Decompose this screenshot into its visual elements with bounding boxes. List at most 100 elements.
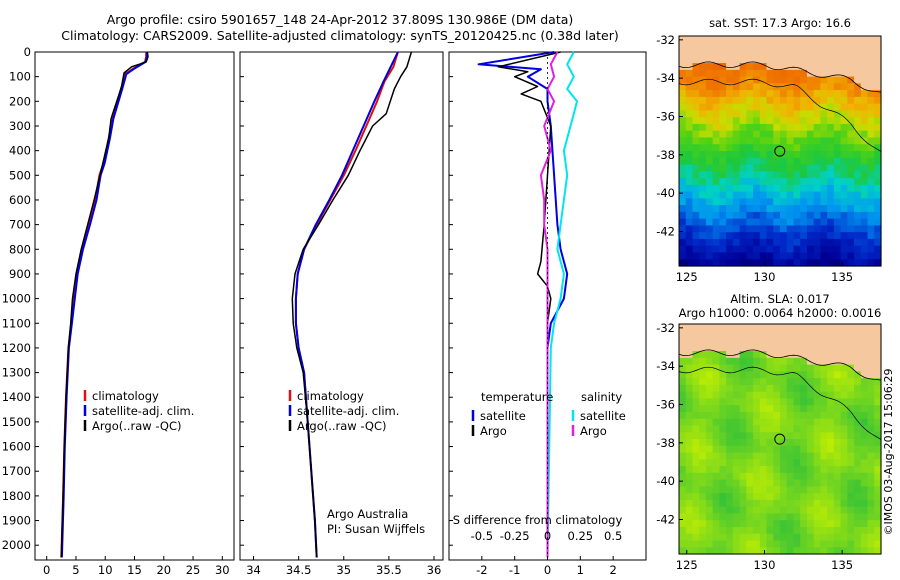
difference-legend-label-3: Argo <box>580 424 607 438</box>
temperature-ytick-label-3: 300 <box>9 119 31 133</box>
temperature-plot-frame <box>34 51 235 561</box>
temperature-ytick-label-7: 700 <box>9 218 31 232</box>
salinity-xtick-label-4: 36 <box>427 563 442 577</box>
temperature-ytick-label-17: 1700 <box>2 464 31 478</box>
salinity-series-2 <box>291 51 413 558</box>
salinity-legend-label-2: Argo(..raw -QC) <box>297 419 387 433</box>
temperature-legend-label-1: satellite-adj. clim. <box>92 404 194 418</box>
difference-legend-header-temperature: temperature <box>481 390 553 404</box>
salinity-legend-label-1: satellite-adj. clim. <box>297 404 399 418</box>
difference-s-tick-label-3: 0.25 <box>568 529 594 543</box>
salinity-annotation-1: Argo Australia <box>327 507 408 521</box>
sla-map-title: Altim. SLA: 0.017 <box>730 292 829 306</box>
sst-map-xtick-label-1: 130 <box>753 270 775 284</box>
temperature-ytick-label-16: 1600 <box>2 440 31 454</box>
sst-map-frame <box>678 35 882 267</box>
temperature-ytick-label-11: 1100 <box>2 316 31 330</box>
temperature-xtick-label-3: 15 <box>127 563 142 577</box>
sst-map-ytick-label-5: -42 <box>656 225 675 239</box>
temperature-legend-label-0: climatology <box>92 389 159 403</box>
difference-xtick-label-0: -2 <box>476 563 487 577</box>
salinity-xtick-label-1: 34.5 <box>286 563 312 577</box>
salinity-xtick-label-2: 35 <box>336 563 351 577</box>
temperature-series-2 <box>60 51 149 558</box>
sst-map-ytick-label-3: -38 <box>656 148 675 162</box>
sst-map-xtick-label-0: 125 <box>676 270 698 284</box>
sst-map-coastline <box>678 61 882 93</box>
sla-map-ytick-label-2: -36 <box>656 398 675 412</box>
sla-map-coastline <box>678 349 882 381</box>
sla-map-subtitle: Argo h1000: 0.0064 h2000: 0.0016 <box>679 306 882 320</box>
salinity-plot-frame <box>239 51 444 561</box>
temperature-xtick-label-0: 0 <box>43 563 50 577</box>
temperature-ytick-label-9: 900 <box>9 267 31 281</box>
sla-map-argo-marker <box>774 433 786 445</box>
sst-map-ytick-label-1: -34 <box>656 71 675 85</box>
sla-map-ytick-label-3: -38 <box>656 436 675 450</box>
sla-map-field <box>679 324 882 555</box>
temperature-xlabel: temperature (deg C) <box>75 578 193 580</box>
difference-xlabel: T difference from climatology <box>462 578 633 580</box>
temperature-ytick-label-12: 1200 <box>2 341 31 355</box>
imos-credit: ©IMOS 03-Aug-2017 15:06:29 <box>882 369 895 536</box>
temperature-legend-label-2: Argo(..raw -QC) <box>92 419 182 433</box>
figure-subtitle: Climatology: CARS2009. Satellite-adjuste… <box>61 28 619 43</box>
difference-series-1 <box>497 51 561 558</box>
sla-map-depth-contour <box>678 366 882 440</box>
difference-series-3 <box>539 51 559 558</box>
sla-map-xtick-label-2: 135 <box>831 558 853 572</box>
temperature-xtick-label-4: 20 <box>156 563 171 577</box>
difference-series-2 <box>546 51 578 558</box>
sst-map-ytick-label-2: -36 <box>656 110 675 124</box>
temperature-ytick-label-10: 1000 <box>2 292 31 306</box>
difference-legend-label-1: Argo <box>480 424 507 438</box>
difference-xtick-label-1: -1 <box>509 563 520 577</box>
sst-map-ytick-label-0: -32 <box>656 33 675 47</box>
temperature-ytick-label-15: 1500 <box>2 415 31 429</box>
sla-map-frame <box>678 323 882 555</box>
sla-map-ytick-label-1: -34 <box>656 359 675 373</box>
salinity-xlabel: salinity <box>321 578 362 580</box>
salinity-xtick-label-0: 34 <box>246 563 261 577</box>
difference-xtick-label-3: 1 <box>577 563 584 577</box>
temperature-ytick-label-14: 1400 <box>2 390 31 404</box>
sla-map-ytick-label-5: -42 <box>656 513 675 527</box>
difference-legend-label-2: satellite <box>580 409 626 423</box>
salinity-legend-label-0: climatology <box>297 389 364 403</box>
temperature-ytick-label-13: 1300 <box>2 366 31 380</box>
temperature-ytick-label-18: 1800 <box>2 489 31 503</box>
sst-map-title: sat. SST: 17.3 Argo: 16.6 <box>709 16 851 30</box>
difference-xtick-label-4: 2 <box>610 563 617 577</box>
difference-legend-label-0: satellite <box>480 409 526 423</box>
temperature-xtick-label-2: 10 <box>98 563 113 577</box>
difference-xtick-label-2: 0 <box>544 563 551 577</box>
sst-map-field <box>679 36 882 267</box>
sla-map-xtick-label-0: 125 <box>676 558 698 572</box>
temperature-ytick-label-19: 1900 <box>2 514 31 528</box>
difference-s-tick-label-0: -0.5 <box>471 529 493 543</box>
temperature-ytick-label-5: 500 <box>9 168 31 182</box>
sst-map-xtick-label-2: 135 <box>831 270 853 284</box>
temperature-ytick-label-2: 200 <box>9 94 31 108</box>
sst-map-ytick-label-4: -40 <box>656 186 675 200</box>
temperature-ytick-label-20: 2000 <box>2 538 31 552</box>
temperature-ytick-label-1: 100 <box>9 70 31 84</box>
temperature-ytick-label-8: 800 <box>9 242 31 256</box>
difference-s-axis-label: S difference from climatology <box>453 513 623 527</box>
temperature-xtick-label-5: 25 <box>186 563 201 577</box>
sla-map-xtick-label-1: 130 <box>753 558 775 572</box>
difference-s-tick-label-1: -0.25 <box>500 529 530 543</box>
temperature-xtick-label-6: 30 <box>215 563 230 577</box>
sla-map-ytick-label-4: -40 <box>656 474 675 488</box>
sst-map-argo-marker <box>774 145 786 157</box>
salinity-annotation-2: PI: Susan Wijffels <box>327 522 425 536</box>
sst-map-depth-contour <box>678 78 882 152</box>
temperature-ytick-label-6: 600 <box>9 193 31 207</box>
sla-map-ytick-label-0: -32 <box>656 321 675 335</box>
temperature-xtick-label-1: 5 <box>72 563 79 577</box>
difference-legend-header-salinity: salinity <box>581 390 622 404</box>
temperature-ytick-label-0: 0 <box>24 45 31 59</box>
difference-series-0 <box>477 51 569 558</box>
salinity-xtick-label-3: 35.5 <box>376 563 402 577</box>
